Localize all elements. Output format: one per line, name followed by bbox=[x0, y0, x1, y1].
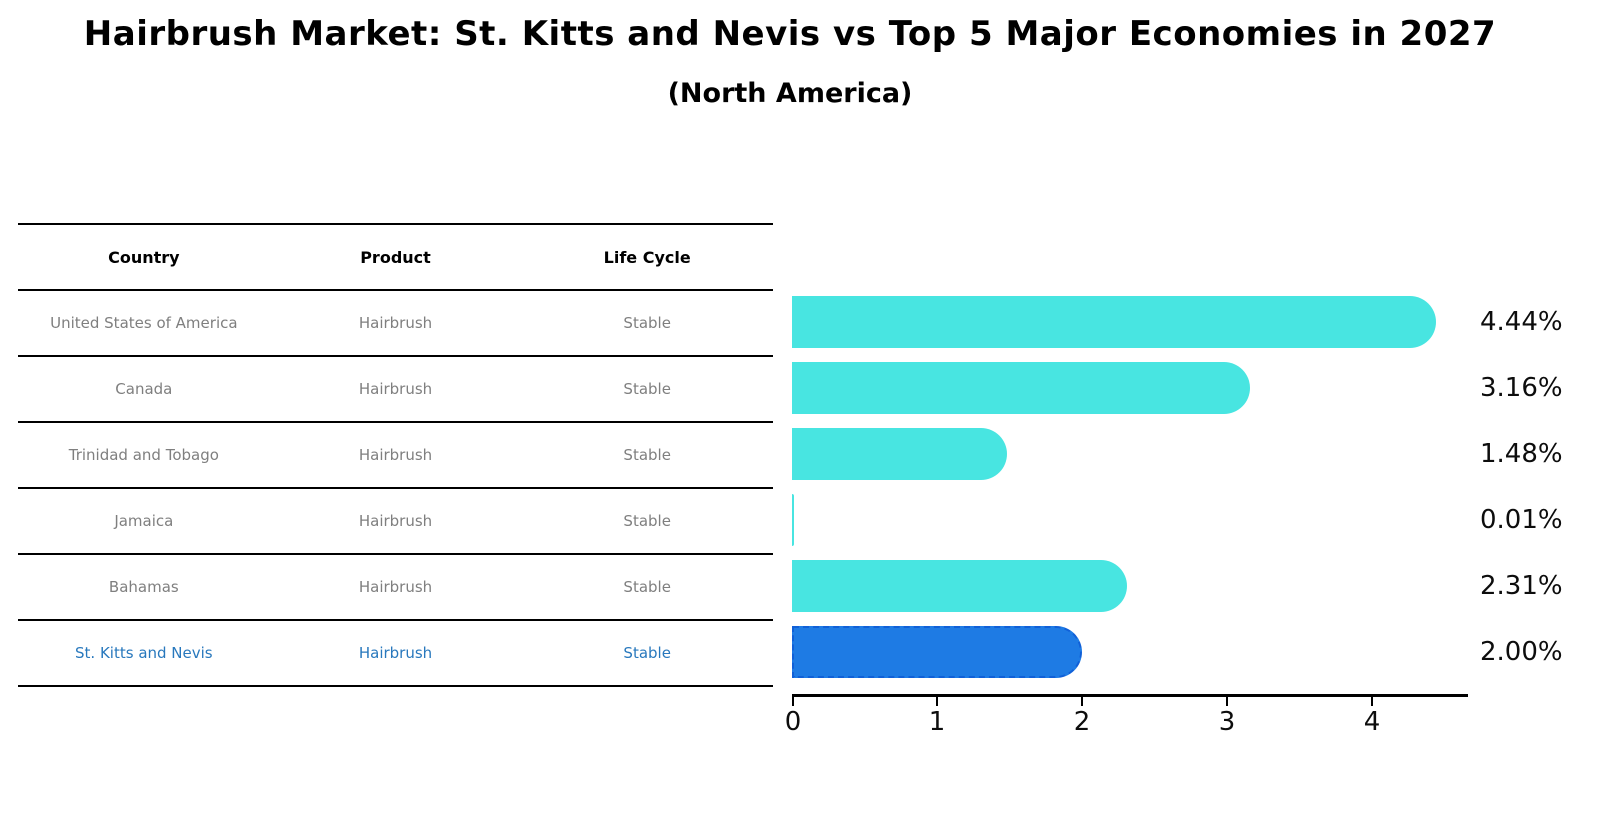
value-label-st-kitts-and-nevis: 2.00% bbox=[1480, 637, 1563, 667]
country-cell: St. Kitts and Nevis bbox=[75, 644, 213, 662]
table-row-bahamas: Bahamas Hairbrush Stable bbox=[18, 555, 773, 621]
chart-subtitle: (North America) bbox=[667, 78, 913, 109]
x-axis-line bbox=[792, 694, 1468, 697]
x-tick-2 bbox=[1081, 697, 1083, 706]
product-cell: Hairbrush bbox=[358, 380, 433, 398]
value-label-trinidad-and-tobago: 1.48% bbox=[1480, 439, 1563, 469]
value-labels: 4.44% 3.16% 1.48% 0.01% 2.31% 2.00% bbox=[1480, 289, 1610, 685]
bar-chart-plot-area bbox=[792, 289, 1472, 685]
country-cell: Canada bbox=[115, 380, 173, 398]
x-tick-label-4: 4 bbox=[1363, 707, 1381, 737]
value-label-united-states: 4.44% bbox=[1480, 307, 1563, 337]
product-cell: Hairbrush bbox=[358, 314, 433, 332]
country-cell: Bahamas bbox=[108, 578, 179, 596]
bar-jamaica bbox=[792, 494, 794, 546]
bar-united-states bbox=[792, 296, 1436, 348]
table-header-product: Product bbox=[360, 247, 431, 267]
x-tick-1 bbox=[936, 697, 938, 706]
table-header-life-cycle: Life Cycle bbox=[603, 247, 691, 267]
table-header-country: Country bbox=[108, 247, 180, 267]
table-row-trinidad-and-tobago: Trinidad and Tobago Hairbrush Stable bbox=[18, 423, 773, 489]
country-cell: Jamaica bbox=[114, 512, 174, 530]
country-cell: United States of America bbox=[50, 314, 238, 332]
product-cell: Hairbrush bbox=[358, 446, 433, 464]
table-row-st-kitts-and-nevis: St. Kitts and Nevis Hairbrush Stable bbox=[18, 621, 773, 687]
life-cycle-cell: Stable bbox=[623, 578, 671, 596]
table-row-jamaica: Jamaica Hairbrush Stable bbox=[18, 489, 773, 555]
life-cycle-cell: Stable bbox=[623, 446, 671, 464]
life-cycle-cell: Stable bbox=[623, 314, 671, 332]
table-row-united-states: United States of America Hairbrush Stabl… bbox=[18, 291, 773, 357]
x-tick-label-1: 1 bbox=[928, 707, 946, 737]
data-table: Country Product Life Cycle United States… bbox=[18, 223, 773, 687]
life-cycle-cell: Stable bbox=[623, 380, 671, 398]
life-cycle-cell: Stable bbox=[623, 644, 671, 662]
x-axis: 0 1 2 3 4 bbox=[785, 694, 1472, 754]
product-cell: Hairbrush bbox=[358, 644, 433, 662]
bar-st-kitts-and-nevis bbox=[792, 626, 1082, 678]
table-header-row: Country Product Life Cycle bbox=[18, 223, 773, 291]
x-tick-3 bbox=[1226, 697, 1228, 706]
table-row-canada: Canada Hairbrush Stable bbox=[18, 357, 773, 423]
product-cell: Hairbrush bbox=[358, 578, 433, 596]
bar-bahamas bbox=[792, 560, 1127, 612]
x-tick-label-2: 2 bbox=[1073, 707, 1091, 737]
product-cell: Hairbrush bbox=[358, 512, 433, 530]
x-tick-4 bbox=[1371, 697, 1373, 706]
country-cell: Trinidad and Tobago bbox=[68, 446, 219, 464]
x-tick-0 bbox=[792, 697, 794, 706]
bar-trinidad-and-tobago bbox=[792, 428, 1007, 480]
x-tick-label-0: 0 bbox=[784, 707, 802, 737]
life-cycle-cell: Stable bbox=[623, 512, 671, 530]
x-tick-label-3: 3 bbox=[1218, 707, 1236, 737]
value-label-jamaica: 0.01% bbox=[1480, 505, 1563, 535]
value-label-bahamas: 2.31% bbox=[1480, 571, 1563, 601]
chart-title: Hairbrush Market: St. Kitts and Nevis vs… bbox=[83, 14, 1497, 54]
bar-canada bbox=[792, 362, 1250, 414]
value-label-canada: 3.16% bbox=[1480, 373, 1563, 403]
